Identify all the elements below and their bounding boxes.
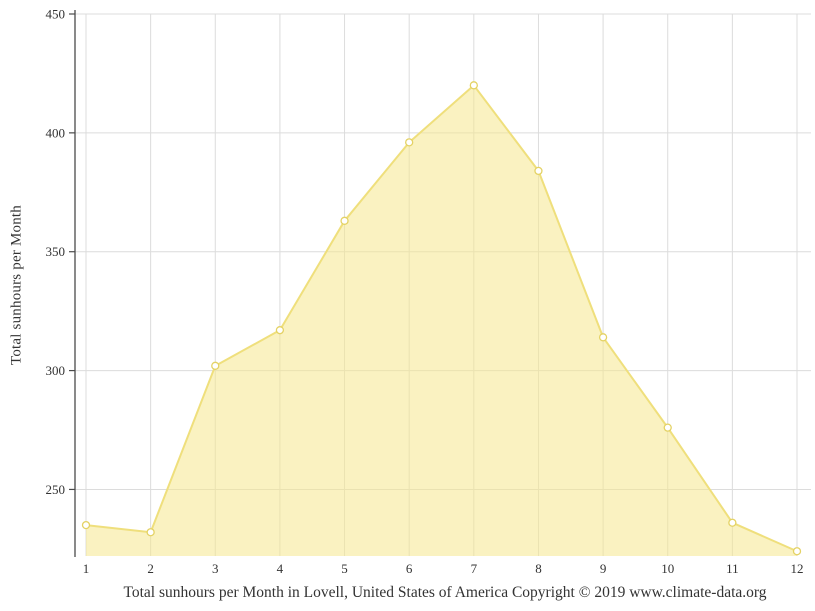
data-point xyxy=(211,361,220,370)
y-axis-ticks: 250 300 350 400 450 xyxy=(46,7,75,497)
series-line xyxy=(85,84,798,553)
x-tick-label: 3 xyxy=(212,561,219,576)
x-tick-label: 7 xyxy=(471,561,478,576)
x-tick-label: 11 xyxy=(726,561,739,576)
x-tick-label: 6 xyxy=(406,561,413,576)
x-tick-label: 8 xyxy=(535,561,542,576)
data-point-markers xyxy=(81,81,802,556)
y-tick-label: 350 xyxy=(46,244,66,259)
x-tick-label: 9 xyxy=(600,561,607,576)
x-axis-ticks: 1 2 3 4 5 6 7 8 9 10 11 12 xyxy=(83,561,804,576)
data-point xyxy=(792,547,802,556)
x-tick-label: 2 xyxy=(147,561,154,576)
chart-caption: Total sunhours per Month in Lovell, Unit… xyxy=(123,584,767,601)
data-point xyxy=(728,518,737,527)
data-point xyxy=(534,166,543,176)
y-tick-label: 450 xyxy=(46,7,66,22)
data-point xyxy=(663,423,672,432)
y-tick-label: 400 xyxy=(46,125,66,140)
data-point xyxy=(81,520,91,530)
data-point xyxy=(275,326,285,335)
y-axis-title: Total sunhours per Month xyxy=(8,205,25,365)
x-tick-label: 5 xyxy=(341,561,348,576)
data-point xyxy=(146,528,155,537)
data-point xyxy=(469,81,478,90)
x-tick-label: 4 xyxy=(277,561,284,576)
y-tick-label: 250 xyxy=(46,482,66,497)
y-tick-label: 300 xyxy=(46,363,66,378)
x-tick-label: 1 xyxy=(83,561,90,576)
area-fill xyxy=(86,85,797,556)
x-tick-label: 12 xyxy=(791,561,804,576)
x-tick-label: 10 xyxy=(661,561,674,576)
data-point xyxy=(598,333,608,342)
data-point xyxy=(405,138,414,147)
data-point xyxy=(340,216,349,225)
